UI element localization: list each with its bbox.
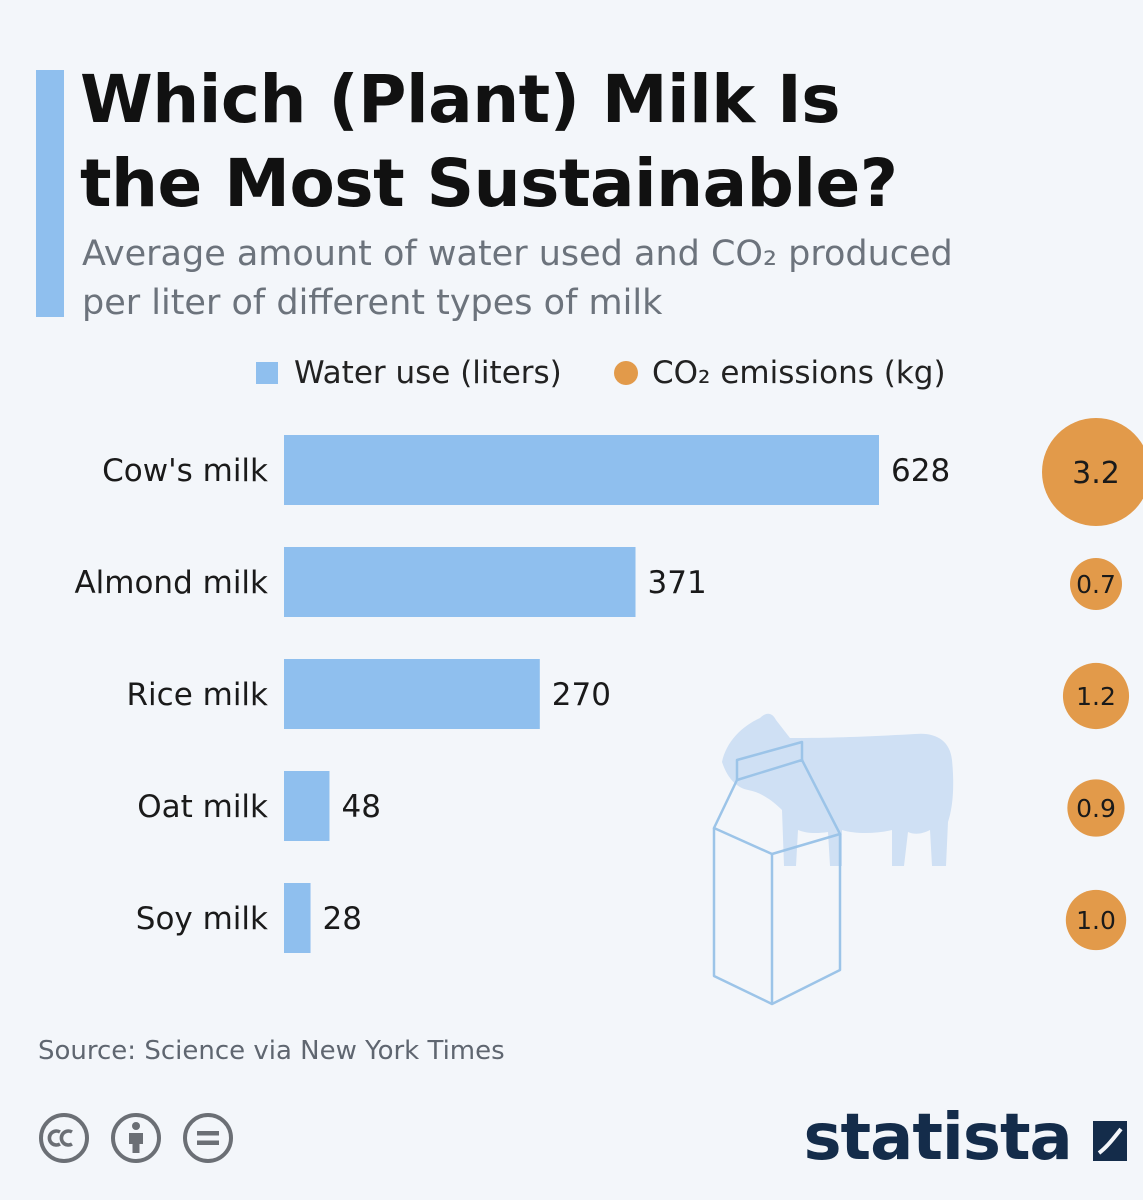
creative-commons-icon[interactable] — [38, 1112, 90, 1164]
category-label-almond-milk: Almond milk — [74, 565, 268, 601]
water-value-label-cow-s-milk: 628 — [891, 453, 950, 489]
water-bar-almond-milk — [284, 547, 636, 617]
subtitle-line-2: per liter of different types of milk — [82, 283, 663, 323]
category-label-rice-milk: Rice milk — [127, 677, 269, 713]
chart-title: Which (Plant) Milk Is the Most Sustainab… — [80, 58, 1120, 226]
co2-value-label-cow-s-milk: 3.2 — [1072, 456, 1120, 491]
bars-layer: Cow's milk 628 3.2 Almond milk 371 0.7 Rice mi… — [74, 418, 1143, 953]
title-line-2: the Most Sustainable? — [80, 145, 898, 222]
water-bar-oat-milk — [284, 771, 330, 841]
milk-carton-illustration — [712, 740, 842, 1006]
legend-swatch-co2 — [614, 361, 638, 385]
category-label-oat-milk: Oat milk — [137, 789, 268, 825]
legend: Water use (liters) CO₂ emissions (kg) — [0, 350, 1143, 396]
co2-value-label-rice-milk: 1.2 — [1076, 682, 1116, 711]
source-note: Source: Science via New York Times — [38, 1036, 505, 1066]
legend-label-co2: CO₂ emissions (kg) — [652, 355, 946, 391]
water-value-label-soy-milk: 28 — [323, 901, 362, 937]
chart-subtitle: Average amount of water used and CO₂ pro… — [82, 230, 1122, 328]
statista-mark-icon — [1093, 1121, 1127, 1161]
no-derivatives-icon[interactable] — [182, 1112, 234, 1164]
water-bar-rice-milk — [284, 659, 540, 729]
category-label-soy-milk: Soy milk — [136, 901, 268, 937]
title-line-1: Which (Plant) Milk Is — [80, 61, 841, 138]
category-label-cow-s-milk: Cow's milk — [102, 453, 268, 489]
co2-bubble-soy-milk — [1065, 889, 1127, 951]
water-bar-cow-s-milk — [284, 435, 879, 505]
co2-value-label-soy-milk: 1.0 — [1076, 906, 1116, 935]
title-accent-bar — [36, 70, 64, 317]
attribution-icon[interactable] — [110, 1112, 162, 1164]
co2-bubble-almond-milk — [1070, 558, 1122, 610]
legend-swatch-water — [256, 362, 278, 384]
water-bar-soy-milk — [284, 883, 311, 953]
co2-bubble-cow-s-milk — [1042, 418, 1143, 526]
legend-label-water: Water use (liters) — [294, 355, 562, 391]
subtitle-line-1: Average amount of water used and CO₂ pro… — [82, 234, 953, 274]
water-value-label-oat-milk: 48 — [341, 789, 380, 825]
co2-bubble-oat-milk — [1067, 779, 1125, 837]
co2-value-label-oat-milk: 0.9 — [1076, 794, 1116, 823]
water-value-label-almond-milk: 371 — [648, 565, 707, 601]
co2-value-label-almond-milk: 0.7 — [1076, 570, 1116, 599]
statista-logo: statista — [803, 1098, 1127, 1178]
brand-name: statista — [803, 1101, 1072, 1175]
co2-bubble-rice-milk — [1062, 662, 1130, 730]
water-value-label-rice-milk: 270 — [552, 677, 611, 713]
cow-illustration — [722, 713, 954, 866]
